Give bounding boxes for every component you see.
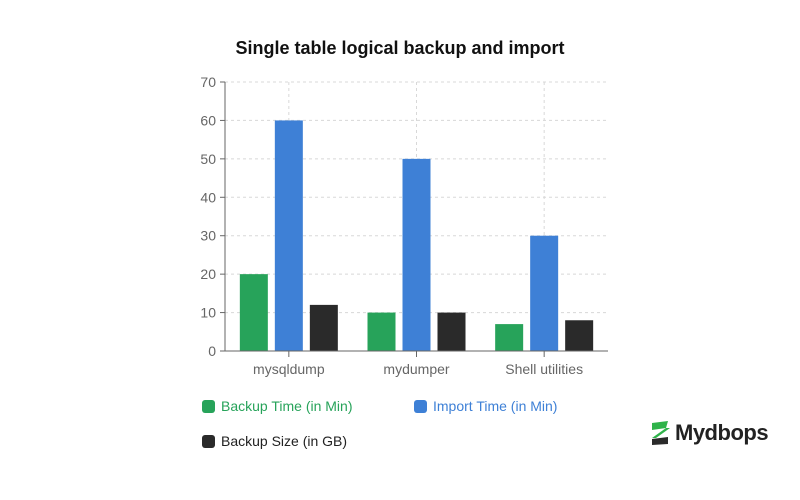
y-tick-label: 70 (200, 74, 216, 90)
x-tick-label: mydumper (383, 361, 449, 377)
y-tick-label: 60 (200, 112, 216, 128)
legend-swatch (202, 434, 215, 448)
legend-label: Backup Time (in Min) (221, 398, 353, 414)
bar (402, 158, 431, 351)
bar (530, 235, 559, 351)
legend-swatch (414, 399, 427, 413)
y-tick-label: 50 (200, 151, 216, 167)
bar (274, 120, 303, 351)
mydbops-logo: Mydbops (650, 420, 769, 446)
legend-item-import-time: Import Time (in Min) (414, 398, 557, 414)
bar (495, 324, 524, 351)
x-tick-label: mysqldump (253, 361, 325, 377)
chart-title: Single table logical backup and import (235, 38, 565, 58)
legend-label: Backup Size (in GB) (221, 433, 348, 449)
y-tick-label: 0 (208, 343, 216, 359)
bar (309, 304, 338, 351)
x-tick-label: Shell utilities (505, 361, 583, 377)
bar (437, 312, 466, 351)
legend-label: Import Time (in Min) (433, 398, 558, 414)
y-tick-label: 40 (200, 189, 216, 205)
legend-swatch (202, 399, 215, 413)
bar (565, 320, 594, 351)
y-tick-label: 10 (200, 305, 216, 321)
bar-chart: 0 10 20 30 40 50 60 70 mysqldump mydumper Shell ut… (200, 74, 608, 377)
bar (367, 312, 396, 351)
y-tick-label: 20 (200, 266, 216, 282)
bar (239, 274, 268, 351)
y-tick-label: 30 (200, 228, 216, 244)
mydbops-logo-icon (652, 421, 670, 445)
legend-item-backup-time: Backup Time (in Min) (202, 398, 352, 414)
legend-item-backup-size: Backup Size (in GB) (202, 433, 347, 449)
logo-text: Mydbops (675, 420, 769, 445)
